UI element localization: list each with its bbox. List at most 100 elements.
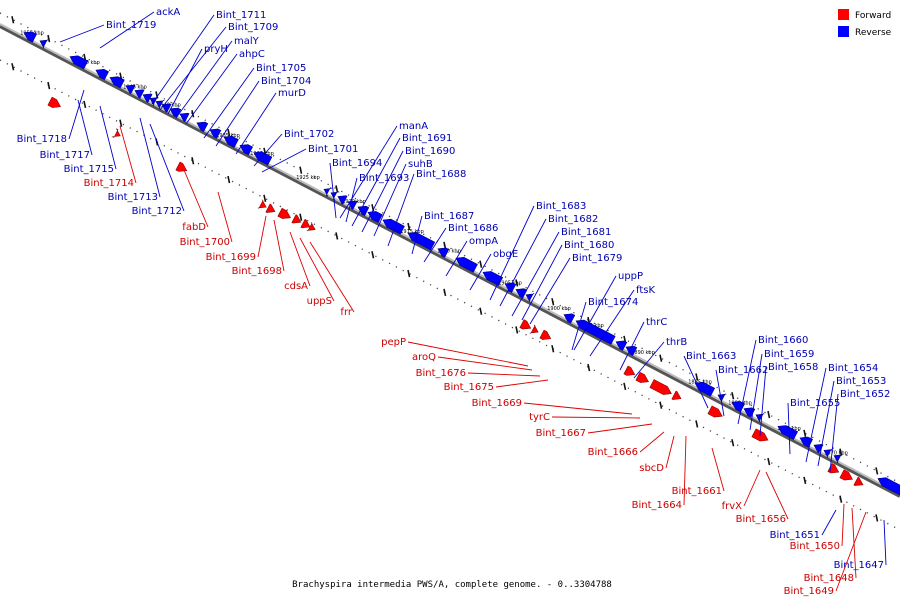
forward-gene-label[interactable]: Bint_1664	[632, 500, 682, 511]
forward-gene-arrow[interactable]	[306, 221, 317, 234]
reverse-gene-arrow[interactable]	[154, 98, 165, 110]
forward-gene-arrow[interactable]	[519, 319, 533, 333]
forward-gene-arrow[interactable]	[175, 161, 189, 175]
reverse-gene-label[interactable]: suhB	[408, 159, 433, 170]
reverse-gene-arrow[interactable]	[222, 133, 239, 148]
reverse-gene-arrow[interactable]	[406, 229, 436, 251]
reverse-gene-arrow[interactable]	[381, 216, 405, 235]
forward-gene-label[interactable]: Bint_1676	[416, 368, 466, 379]
forward-gene-label[interactable]: Bint_1656	[736, 514, 786, 525]
reverse-gene-arrow[interactable]	[94, 66, 109, 81]
reverse-gene-arrow[interactable]	[252, 149, 273, 166]
forward-gene-label[interactable]: Bint_1669	[472, 398, 522, 409]
reverse-gene-label[interactable]: Bint_1654	[828, 363, 878, 374]
reverse-gene-label[interactable]: ompA	[469, 236, 498, 247]
reverse-gene-arrow[interactable]	[454, 254, 478, 273]
reverse-gene-arrow[interactable]	[876, 475, 900, 496]
forward-gene-label[interactable]: fabD	[182, 222, 206, 233]
reverse-gene-label[interactable]: Bint_1653	[836, 376, 886, 387]
reverse-gene-label[interactable]: ahpC	[239, 49, 265, 60]
reverse-gene-label[interactable]: Bint_1682	[548, 214, 598, 225]
forward-gene-label[interactable]: uppS	[307, 296, 332, 307]
reverse-gene-label[interactable]: Bint_1658	[768, 362, 818, 373]
reverse-gene-arrow[interactable]	[124, 82, 136, 94]
reverse-gene-label[interactable]: Bint_1687	[424, 211, 474, 222]
reverse-gene-label[interactable]: Bint_1660	[758, 335, 808, 346]
forward-gene-arrow[interactable]	[707, 405, 725, 420]
reverse-gene-arrow[interactable]	[514, 286, 528, 299]
forward-gene-label[interactable]: aroQ	[412, 352, 436, 363]
reverse-gene-arrow[interactable]	[832, 452, 843, 464]
forward-gene-arrow[interactable]	[47, 96, 63, 111]
reverse-gene-arrow[interactable]	[481, 268, 504, 286]
reverse-gene-label[interactable]: ackA	[156, 7, 180, 18]
reverse-gene-arrow[interactable]	[195, 119, 209, 132]
reverse-gene-arrow[interactable]	[38, 37, 49, 49]
forward-gene-arrow[interactable]	[300, 218, 312, 231]
forward-gene-label[interactable]: pepP	[381, 337, 406, 348]
reverse-gene-label[interactable]: Bint_1662	[718, 365, 768, 376]
forward-gene-label[interactable]: Bint_1714	[84, 178, 134, 189]
reverse-gene-label[interactable]: obgE	[493, 249, 518, 260]
reverse-gene-arrow[interactable]	[346, 198, 358, 210]
forward-gene-arrow[interactable]	[265, 203, 277, 216]
reverse-gene-label[interactable]: ftsK	[636, 285, 655, 296]
reverse-gene-label[interactable]: Bint_1686	[448, 223, 498, 234]
reverse-gene-label[interactable]: thrB	[666, 337, 687, 348]
reverse-gene-label[interactable]: Bint_1680	[564, 240, 614, 251]
reverse-gene-arrow[interactable]	[822, 446, 833, 459]
reverse-gene-arrow[interactable]	[624, 343, 638, 356]
reverse-gene-arrow[interactable]	[133, 87, 145, 99]
reverse-gene-label[interactable]: Bint_1718	[17, 134, 67, 145]
reverse-gene-label[interactable]: Bint_1683	[536, 201, 586, 212]
forward-gene-arrow[interactable]	[853, 476, 865, 489]
reverse-gene-arrow[interactable]	[108, 73, 125, 89]
reverse-gene-arrow[interactable]	[524, 291, 535, 303]
forward-gene-arrow[interactable]	[257, 199, 268, 211]
forward-gene-label[interactable]: Bint_1675	[444, 382, 494, 393]
forward-gene-label[interactable]: frvX	[722, 501, 743, 512]
forward-gene-label[interactable]: Bint_1661	[672, 486, 722, 497]
forward-gene-arrow[interactable]	[635, 371, 651, 386]
forward-gene-arrow[interactable]	[111, 128, 122, 140]
forward-gene-label[interactable]: cdsA	[284, 281, 308, 292]
reverse-gene-label[interactable]: Bint_1652	[840, 389, 890, 400]
forward-gene-arrow[interactable]	[277, 207, 293, 222]
reverse-gene-label[interactable]: murD	[278, 88, 306, 99]
forward-gene-arrow[interactable]	[839, 469, 855, 484]
reverse-gene-arrow[interactable]	[68, 53, 89, 70]
reverse-gene-arrow[interactable]	[178, 110, 190, 123]
reverse-gene-label[interactable]: Bint_1674	[588, 297, 638, 308]
forward-gene-arrow[interactable]	[671, 390, 683, 403]
reverse-gene-arrow[interactable]	[436, 245, 450, 258]
forward-gene-arrow[interactable]	[751, 428, 770, 444]
forward-gene-label[interactable]: Bint_1698	[232, 266, 282, 277]
reverse-gene-label[interactable]: Bint_1691	[402, 133, 452, 144]
reverse-gene-label[interactable]: malY	[234, 36, 260, 47]
reverse-gene-arrow[interactable]	[776, 422, 799, 440]
reverse-gene-arrow[interactable]	[693, 379, 716, 397]
reverse-gene-arrow[interactable]	[336, 193, 348, 205]
reverse-gene-label[interactable]: Bint_1663	[686, 351, 736, 362]
reverse-gene-label[interactable]: Bint_1694	[332, 158, 382, 169]
forward-gene-label[interactable]: sbcD	[639, 463, 664, 474]
forward-gene-arrow[interactable]	[623, 365, 637, 379]
reverse-gene-label[interactable]: Bint_1679	[572, 253, 622, 264]
reverse-gene-arrow[interactable]	[322, 185, 333, 197]
reverse-gene-label[interactable]: uppP	[618, 271, 643, 282]
reverse-gene-arrow[interactable]	[614, 338, 628, 351]
reverse-gene-label[interactable]: Bint_1651	[770, 530, 820, 541]
reverse-gene-label[interactable]: Bint_1704	[261, 76, 311, 87]
reverse-gene-label[interactable]: Bint_1647	[834, 560, 884, 571]
forward-gene-label[interactable]: Bint_1649	[784, 586, 834, 597]
reverse-gene-arrow[interactable]	[356, 203, 370, 216]
reverse-gene-label[interactable]: thrC	[646, 317, 667, 328]
reverse-gene-label[interactable]: Bint_1659	[764, 349, 814, 360]
legend-item-forward[interactable]: Forward	[838, 9, 891, 21]
reverse-gene-label[interactable]: Bint_1705	[256, 63, 306, 74]
reverse-gene-label[interactable]: Bint_1711	[216, 10, 266, 21]
reverse-gene-label[interactable]: Bint_1655	[790, 398, 840, 409]
forward-gene-label[interactable]: Bint_1667	[536, 428, 586, 439]
reverse-gene-label[interactable]: Bint_1701	[308, 144, 358, 155]
reverse-gene-label[interactable]: Bint_1709	[228, 22, 278, 33]
